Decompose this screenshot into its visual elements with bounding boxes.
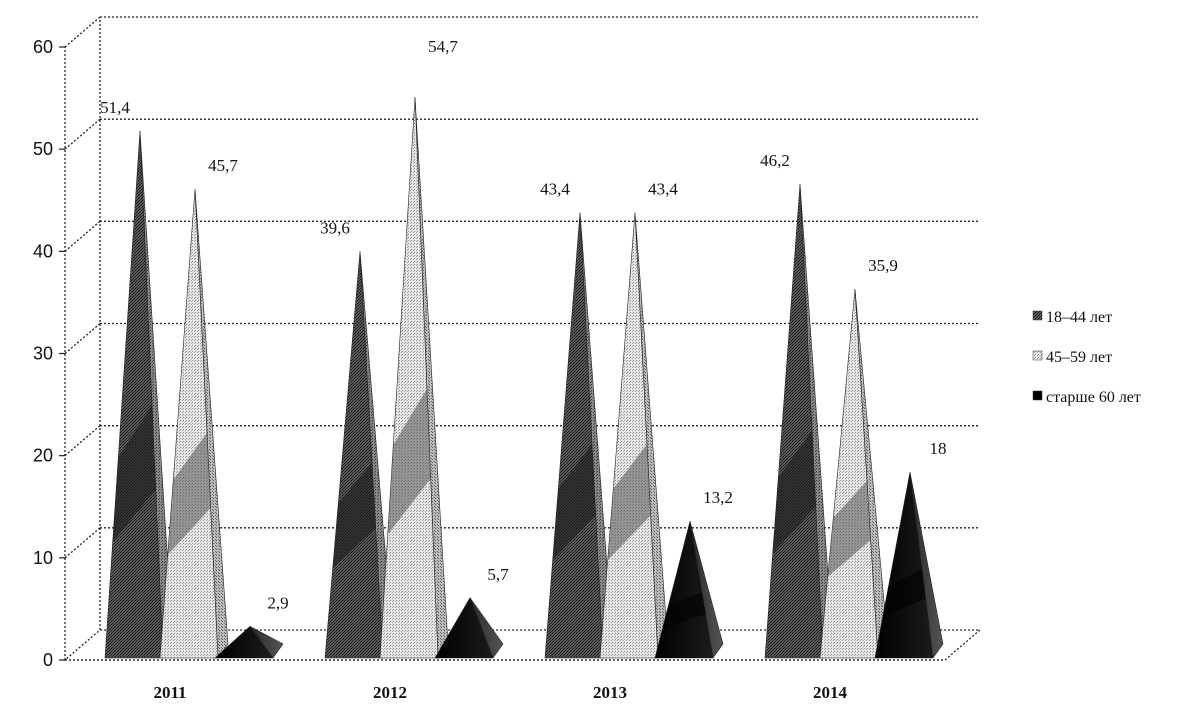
y-tick-label: 30 xyxy=(33,344,53,364)
gridline-diagonal xyxy=(64,220,101,252)
data-label: 46,2 xyxy=(760,151,790,170)
y-tick-label: 60 xyxy=(33,37,53,57)
gridline-diagonal xyxy=(64,118,101,150)
pyramid-bar xyxy=(159,189,229,659)
legend-swatch xyxy=(1032,310,1043,321)
legend-label: 18–44 лет xyxy=(1046,309,1112,326)
chart-floor xyxy=(63,629,982,661)
x-category-label: 2014 xyxy=(813,683,848,702)
data-label: 5,7 xyxy=(487,565,509,584)
gridline-diagonal xyxy=(64,16,101,48)
data-label: 43,4 xyxy=(540,180,570,199)
pyramid-bar xyxy=(764,183,834,659)
y-tick-label: 50 xyxy=(33,139,53,159)
gridline-diagonal xyxy=(64,527,101,559)
gridline-diagonal xyxy=(64,425,101,457)
pyramid-front-face xyxy=(214,625,274,659)
x-category-label: 2013 xyxy=(593,683,627,702)
legend-item: старше 60 лет xyxy=(1032,389,1141,406)
legend: 18–44 лет 45–59 лет старше 60 лет xyxy=(1032,309,1141,406)
pyramid-bar xyxy=(654,521,724,659)
pyramid-bar xyxy=(379,97,449,659)
floor-outline xyxy=(63,629,982,661)
pyramid-shade-band xyxy=(882,568,926,618)
x-axis-categories: 2011 2012 2013 2014 xyxy=(153,683,847,702)
y-tick-label: 10 xyxy=(33,548,53,568)
y-axis-ticks: 0 10 20 30 40 50 60 xyxy=(33,37,65,670)
legend-swatch xyxy=(1032,350,1043,361)
x-category-label: 2011 xyxy=(153,683,186,702)
pyramid-bar xyxy=(599,212,669,659)
y-tick-label: 0 xyxy=(43,650,53,670)
plot-area xyxy=(104,97,944,659)
pyramid-shade-band xyxy=(167,432,211,555)
pyramid-shade-band xyxy=(772,430,816,554)
pyramid-bar xyxy=(544,212,614,659)
x-category-label: 2012 xyxy=(373,683,407,702)
pyramid-shade-band xyxy=(332,462,376,569)
data-label: 54,7 xyxy=(428,37,458,56)
pyramid-bar xyxy=(874,472,944,659)
y-tick-label: 20 xyxy=(33,446,53,466)
legend-swatch xyxy=(1032,390,1043,401)
data-label: 45,7 xyxy=(208,156,238,175)
y-tick-label: 40 xyxy=(33,241,53,261)
pyramid-bar xyxy=(434,597,504,659)
pyramid-bar xyxy=(104,130,174,659)
pyramid-shade-band xyxy=(662,592,706,628)
legend-item: 45–59 лет xyxy=(1032,349,1112,366)
pyramid-front-face xyxy=(434,597,494,659)
legend-label: 45–59 лет xyxy=(1046,349,1112,366)
data-label: 13,2 xyxy=(703,488,733,507)
chart-walls xyxy=(64,17,101,660)
data-label: 35,9 xyxy=(868,256,898,275)
legend-label: старше 60 лет xyxy=(1046,389,1141,406)
legend-item: 18–44 лет xyxy=(1032,309,1112,326)
pyramid-bar xyxy=(324,251,394,659)
data-label: 43,4 xyxy=(648,180,678,199)
data-label: 39,6 xyxy=(320,218,350,237)
pyramid-shade-band xyxy=(112,404,156,543)
pyramid-shade-band xyxy=(552,444,596,561)
pyramid-bar xyxy=(214,625,284,659)
gridline-diagonal xyxy=(64,323,101,354)
pyramid-bar xyxy=(819,289,889,659)
pyramid-shade-band xyxy=(387,388,431,535)
pyramid-shade-band xyxy=(607,444,651,561)
data-labels: 51,4 45,7 2,9 39,6 54,7 5,7 43,4 43,4 13,2 46,2 35… xyxy=(100,37,946,612)
pyramid-shade-band xyxy=(827,480,871,577)
data-label: 2,9 xyxy=(267,593,288,612)
data-label: 51,4 xyxy=(100,98,130,117)
data-label: 18 xyxy=(930,439,947,458)
